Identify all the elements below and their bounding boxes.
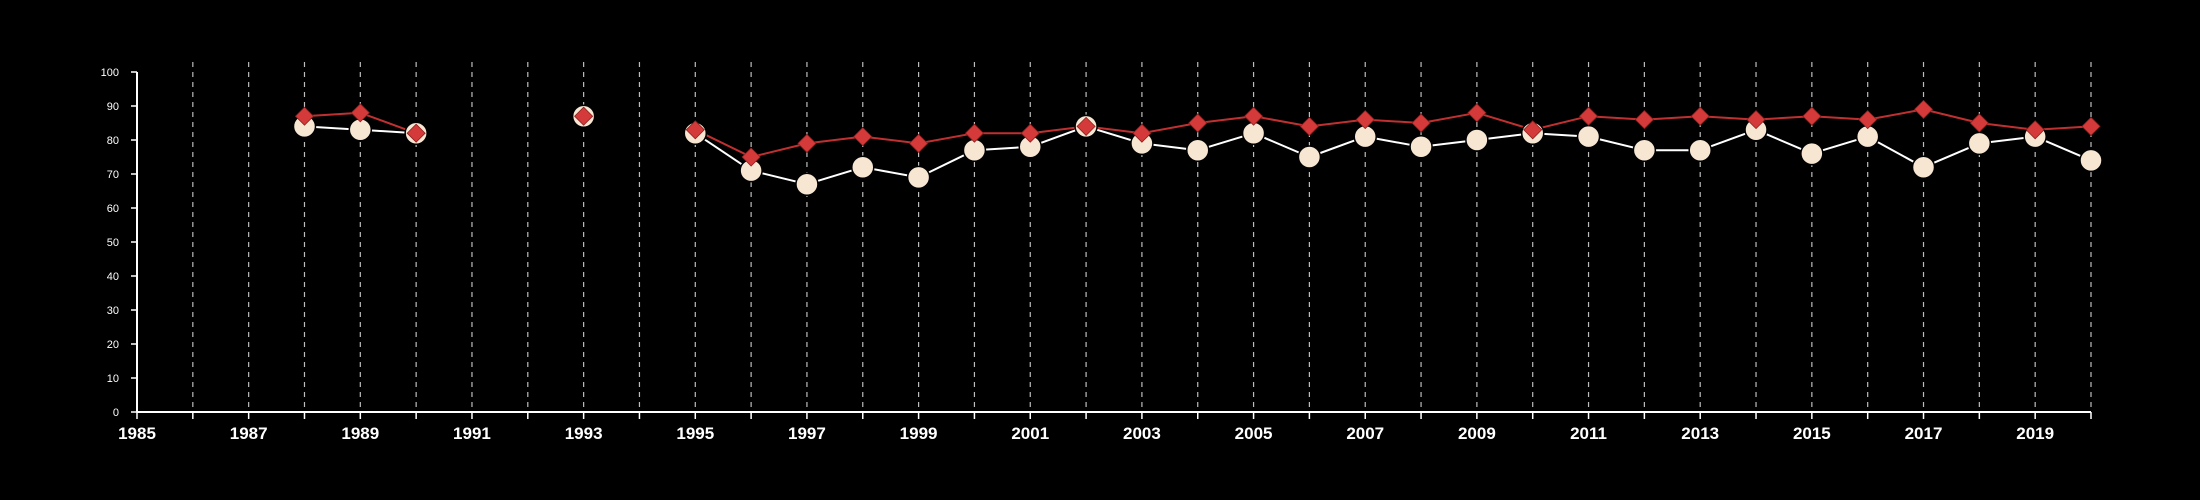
diamond-marker-2009 xyxy=(1467,103,1487,123)
x-tick-label: 1985 xyxy=(118,424,156,443)
y-tick-label: 40 xyxy=(107,271,119,283)
diamond-marker-2018 xyxy=(1969,113,1989,133)
circle-marker-2015 xyxy=(1800,141,1824,166)
diamond-marker-1997 xyxy=(797,133,817,153)
y-tick-label: 10 xyxy=(107,373,119,385)
x-tick-label: 2003 xyxy=(1123,424,1161,443)
diamond-marker-1993 xyxy=(574,106,594,126)
diamond-marker-2019 xyxy=(2025,120,2045,140)
diamond-marker-1999 xyxy=(909,133,929,153)
grid-lines xyxy=(192,62,2092,412)
diamond-marker-1990 xyxy=(406,123,426,143)
x-tick-label: 2007 xyxy=(1346,424,1384,443)
diamond-marker-2011 xyxy=(1578,106,1599,126)
diamond-marker-2001 xyxy=(1020,123,1040,143)
diamond-marker-2015 xyxy=(1802,106,1822,126)
x-tick-label: 1993 xyxy=(565,424,603,443)
circle-marker-2013 xyxy=(1688,138,1712,162)
y-tick-label: 50 xyxy=(107,237,119,249)
y-tick-label: 70 xyxy=(107,169,119,181)
axes: 1985 1987 1989 1991 1993 1995 1997 1999 2001 2003… xyxy=(101,67,2092,443)
series-markers xyxy=(292,99,2103,196)
x-tick-label: 2019 xyxy=(2016,424,2054,443)
x-tick-label: 2001 xyxy=(1011,424,1049,443)
y-tick-label: 90 xyxy=(107,101,119,113)
circle-marker-2011 xyxy=(1576,124,1601,149)
y-tick-label: 60 xyxy=(107,203,119,215)
diamond-marker-2008 xyxy=(1411,113,1431,133)
diamond-marker-2005 xyxy=(1244,106,1264,126)
diamond-marker-2002 xyxy=(1076,116,1096,136)
x-tick-label: 2013 xyxy=(1681,424,1719,443)
x-tick-label: 1987 xyxy=(230,424,268,443)
x-tick-label: 1997 xyxy=(788,424,826,443)
x-tick-label: 2005 xyxy=(1235,424,1273,443)
x-tick-label: 1999 xyxy=(900,424,938,443)
circle-marker-1998 xyxy=(851,155,875,179)
y-tick-label: 0 xyxy=(113,407,119,419)
diamond-marker-1988 xyxy=(294,106,315,126)
diamond-marker-2014 xyxy=(1746,110,1766,130)
circle-marker-2006 xyxy=(1297,145,1322,169)
diamond-marker-2004 xyxy=(1188,113,1208,133)
circle-marker-1997 xyxy=(795,172,819,196)
circle-marker-2009 xyxy=(1465,128,1489,152)
x-tick-label: 1991 xyxy=(453,424,491,443)
circle-marker-2008 xyxy=(1409,135,1433,159)
diamond-marker-2017 xyxy=(1913,99,1934,119)
diamond-marker-1998 xyxy=(853,127,873,147)
diamond-marker-2016 xyxy=(1858,110,1878,130)
x-tick-label: 1995 xyxy=(676,424,714,443)
x-tick-label: 2017 xyxy=(1905,424,1943,443)
circle-marker-2020 xyxy=(2079,148,2103,173)
diamond-marker-1989 xyxy=(350,103,370,123)
diamond-marker-2006 xyxy=(1299,116,1319,136)
y-tick-label: 100 xyxy=(101,67,119,79)
series-diamond-line-segment-2 xyxy=(694,108,2092,158)
diamond-marker-2010 xyxy=(1523,120,1543,140)
x-tick-label: 2015 xyxy=(1793,424,1831,443)
diamond-marker-2012 xyxy=(1634,110,1654,130)
diamond-marker-2020 xyxy=(2081,116,2101,136)
circle-marker-2018 xyxy=(1967,131,1992,156)
y-tick-label: 80 xyxy=(107,135,119,147)
diamond-marker-2007 xyxy=(1355,110,1375,130)
x-tick-label: 2011 xyxy=(1570,424,1607,443)
diamond-marker-2000 xyxy=(964,123,984,143)
x-tick-label: 1989 xyxy=(341,424,379,443)
circle-marker-2017 xyxy=(1911,155,1936,179)
x-tick-label: 2009 xyxy=(1458,424,1496,443)
diamond-marker-1996 xyxy=(741,147,761,167)
y-tick-label: 30 xyxy=(107,305,119,317)
diamond-marker-2013 xyxy=(1690,106,1710,126)
circle-marker-2012 xyxy=(1632,138,1657,162)
diamond-marker-1995 xyxy=(685,120,705,140)
diamond-marker-2003 xyxy=(1132,123,1152,143)
y-tick-label: 20 xyxy=(107,339,119,351)
circle-marker-1999 xyxy=(906,165,931,190)
circle-marker-2004 xyxy=(1185,138,1210,162)
